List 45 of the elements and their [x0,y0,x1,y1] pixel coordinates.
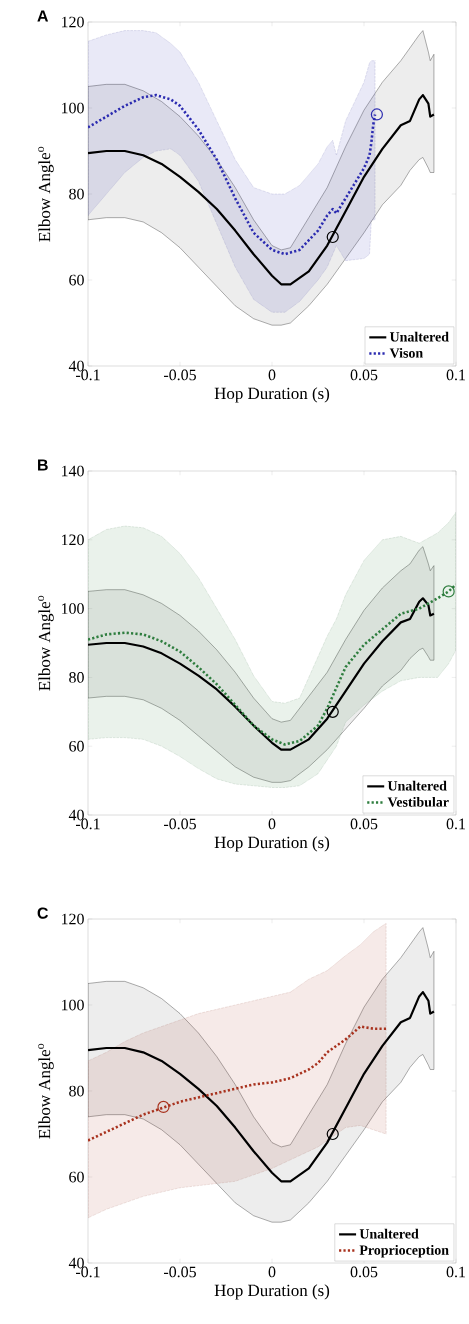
y-axis-title: Elbow Angle$^{o}$ [38,146,54,242]
y-tick-label: 140 [61,465,84,477]
legend-label: Unaltered [389,331,449,342]
y-tick-label: 80 [69,1085,84,1097]
line-series [87,597,435,751]
y-tick-label: 100 [61,999,84,1011]
y-tick-label: 120 [61,16,84,28]
x-tick-label: 0.05 [350,1266,378,1278]
x-tick-label: 0 [268,369,276,381]
x-tick-label: 0.1 [446,1266,465,1278]
x-axis-title: Hop Duration (s) [214,836,329,852]
y-tick-label: 120 [61,913,84,925]
y-tick-label: 120 [61,534,84,546]
chart-title: C [37,907,48,919]
y-tick-label: 100 [61,102,84,114]
x-tick-label: 0 [268,1266,276,1278]
x-tick-label: -0.05 [163,818,196,830]
x-tick-label: -0.05 [163,369,196,381]
y-tick-label: 60 [69,1171,84,1183]
line-series [87,991,435,1183]
legend-label: Unaltered [387,780,447,791]
y-axis-title: Elbow Angle$^{o}$ [38,1043,54,1139]
legend-label: Unaltered [359,1228,419,1239]
line-series [87,1025,388,1142]
line-series [87,94,435,286]
chart-title: A [37,10,48,22]
y-axis-title: Elbow Angle$^{o}$ [38,595,54,691]
chart-title: B [37,459,48,471]
legend-label: Proprioception [359,1244,449,1258]
y-tick-label: 60 [69,274,84,286]
x-tick-label: 0.05 [350,369,378,381]
line-series [87,583,456,746]
x-tick-label: 0 [268,818,276,830]
x-tick-label: 0.05 [350,818,378,830]
legend-label: Vison [389,347,423,358]
y-tick-label: 80 [69,672,84,683]
x-axis-title: Hop Duration (s) [214,1284,329,1300]
x-tick-label: -0.05 [163,1266,196,1278]
legend-label: Vestibular [387,796,449,807]
x-axis-title: Hop Duration (s) [214,387,329,403]
y-tick-label: 80 [69,188,84,200]
x-tick-label: 0.1 [446,818,465,830]
x-tick-label: 0.1 [446,369,465,381]
y-tick-label: 100 [61,603,84,614]
y-tick-label: 60 [69,740,84,752]
